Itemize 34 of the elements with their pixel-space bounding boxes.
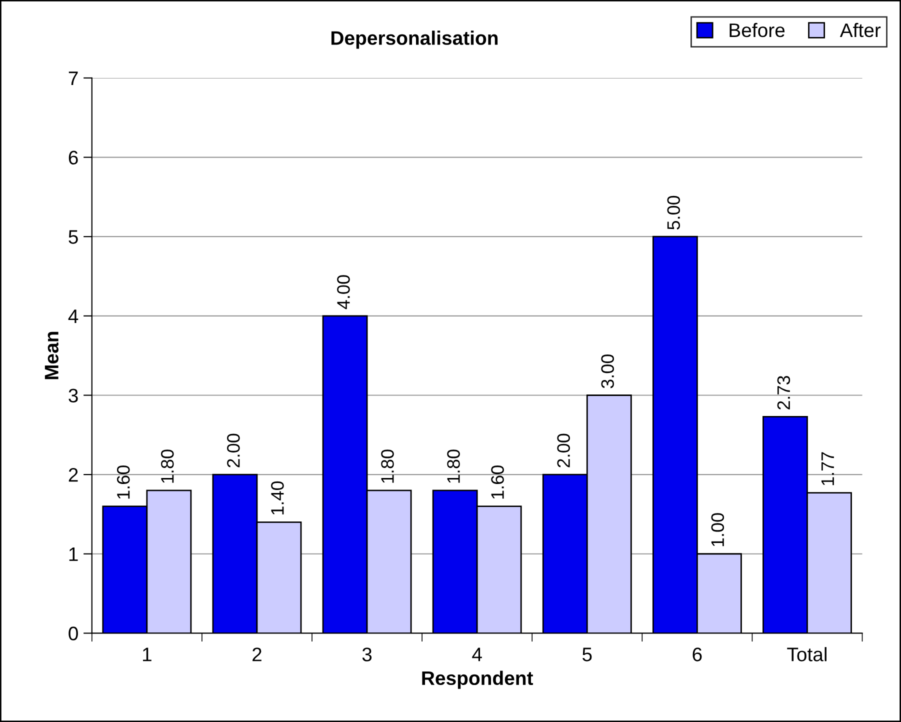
data-label: 2.73 <box>777 376 790 410</box>
x-tick-label: 5 <box>582 648 592 662</box>
data-label: 1.40 <box>271 481 284 514</box>
data-label: 2.00 <box>227 434 240 468</box>
y-tick-label: 2 <box>68 468 78 482</box>
x-tick-label: Total <box>787 647 826 662</box>
y-tick-label: 7 <box>68 72 78 86</box>
data-label: 1.00 <box>711 513 724 546</box>
data-label: 1.80 <box>381 450 394 483</box>
y-tick-label: 4 <box>68 310 78 323</box>
x-tick-label: 3 <box>362 648 372 662</box>
y-tick-label: 1 <box>69 548 78 561</box>
data-label: 1.80 <box>161 450 174 483</box>
y-tick-label: 6 <box>68 150 78 165</box>
x-axis-title: Respondent <box>422 670 534 689</box>
data-label: 4.00 <box>337 275 350 310</box>
y-tick-label: 5 <box>68 230 78 244</box>
legend-label: Before <box>730 22 785 38</box>
y-axis-title: Mean <box>44 332 58 380</box>
data-label: 1.60 <box>491 466 504 499</box>
x-tick-label: 6 <box>692 648 702 662</box>
data-label: 5.00 <box>667 196 680 230</box>
data-label: 3.00 <box>601 354 614 388</box>
x-tick-label: 4 <box>472 648 482 662</box>
data-label: 2.00 <box>557 434 570 468</box>
data-label: 1.80 <box>447 450 460 483</box>
x-tick-label: 2 <box>252 648 262 662</box>
x-tick-label: 1 <box>143 648 152 662</box>
chart-title: Depersonalisation <box>331 30 498 49</box>
legend-label: After <box>840 22 881 38</box>
data-label: 1.60 <box>116 466 130 499</box>
data-label: 1.77 <box>821 452 834 486</box>
y-tick-label: 0 <box>68 626 78 640</box>
y-tick-label: 3 <box>68 388 78 402</box>
